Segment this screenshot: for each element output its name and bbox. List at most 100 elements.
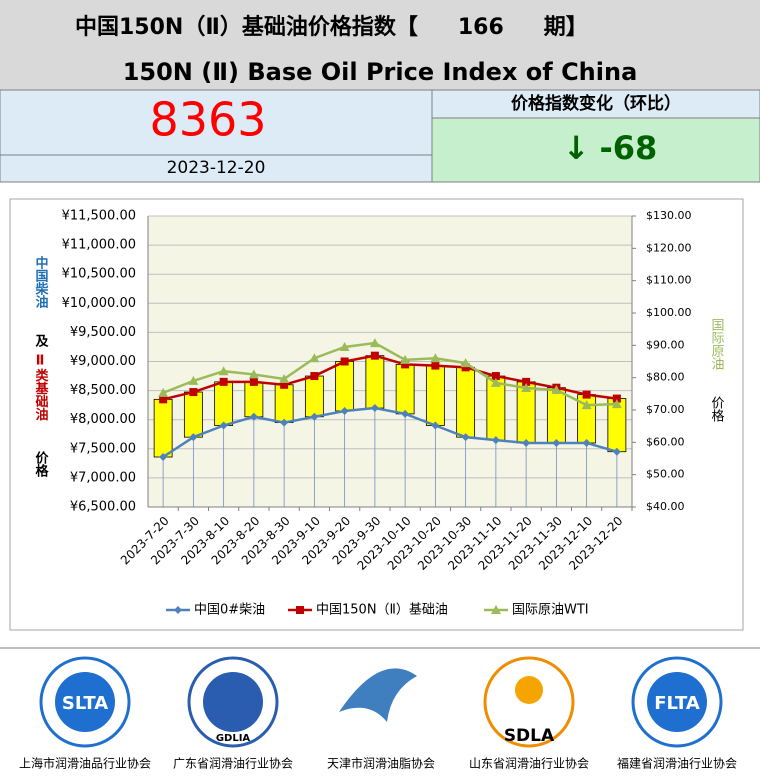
updown-bar <box>244 381 264 418</box>
point <box>490 377 501 387</box>
point <box>340 406 349 415</box>
change-label: 价格指数变化（环比） <box>511 93 681 114</box>
y2-tick-label: $100.00 <box>646 306 692 319</box>
legend-marker <box>296 606 304 614</box>
y-axis-label: 价格 <box>33 451 49 478</box>
point <box>370 404 379 413</box>
point <box>310 412 319 421</box>
point <box>521 383 532 393</box>
updown-bar <box>183 391 203 438</box>
title-en: 150N (Ⅱ) Base Oil Price Index of China <box>123 58 638 86</box>
change-label-box <box>431 89 760 119</box>
updown-bar <box>153 398 173 458</box>
point <box>460 358 471 368</box>
point <box>581 400 592 410</box>
change-arrow: ↓ <box>563 129 590 167</box>
y2-tick-label: $90.00 <box>646 338 685 351</box>
y-axis-label: 及 <box>33 334 49 348</box>
logo-abbr: GDLIA <box>216 733 251 744</box>
point <box>340 357 349 366</box>
legend-label: 国际原油WTI <box>512 603 589 618</box>
y-tick-label: ¥6,500.00 <box>70 500 136 515</box>
y2-tick-label: $130.00 <box>646 209 692 222</box>
point <box>552 438 561 447</box>
updown-bar <box>335 361 355 412</box>
logo-name: 福建省润滑油行业协会 <box>617 756 737 771</box>
index-box <box>0 89 433 156</box>
title-cn: 中国150N（Ⅱ）基础油价格指数【 166 期】 <box>75 14 588 40</box>
y2-tick-label: $80.00 <box>646 371 685 384</box>
updown-bar <box>214 381 234 426</box>
logos: SLTA 上海市润滑油品行业协会 GDLIA 广东省润滑油行业协会 天津市润滑油脂协会 S… <box>19 656 737 771</box>
change-value: ↓ -68 <box>563 129 658 167</box>
point <box>218 366 229 376</box>
y2-tick-label: $120.00 <box>646 241 692 254</box>
y-tick-label: ¥8,000.00 <box>70 412 136 427</box>
updown-bar <box>425 365 445 426</box>
point <box>189 388 198 397</box>
point <box>461 363 470 372</box>
logo-name: 广东省润滑油行业协会 <box>173 756 293 771</box>
logo-inner <box>647 672 707 732</box>
y-tick-label: ¥7,500.00 <box>70 441 136 456</box>
y2-tick-label: $110.00 <box>646 274 692 287</box>
point <box>370 351 379 360</box>
y-axis-label: Ⅱ类基础油 <box>33 354 50 422</box>
logo-abbr: SLTA <box>62 693 108 714</box>
y2-tick-label: $50.00 <box>646 468 685 481</box>
point <box>189 433 198 442</box>
updown-bar <box>365 355 385 409</box>
legend-label: 中国150N（Ⅱ）基础油 <box>316 603 448 618</box>
y-tick-label: ¥9,500.00 <box>70 325 136 340</box>
point <box>310 372 319 381</box>
header-bg <box>0 0 760 90</box>
logo-drop <box>515 676 543 704</box>
point <box>522 438 531 447</box>
legend-marker <box>491 605 501 614</box>
point <box>249 377 258 386</box>
logo-name: 山东省润滑油行业协会 <box>469 756 589 771</box>
y2-tick-label: $40.00 <box>646 500 685 513</box>
point <box>612 394 621 403</box>
updown-bar <box>456 366 476 438</box>
y-tick-label: ¥11,000.00 <box>62 238 136 253</box>
legend-label: 中国0#柴油 <box>194 603 265 618</box>
title-start: 中国150N（Ⅱ）基础油价格指数【 <box>75 14 418 40</box>
logo-inner <box>55 672 115 732</box>
updown-bar <box>395 364 415 415</box>
point <box>401 360 410 369</box>
y-tick-label: ¥10,000.00 <box>62 296 136 311</box>
index-date: 2023-12-20 <box>167 158 266 178</box>
index-value: 8363 <box>149 93 266 147</box>
point <box>369 338 380 348</box>
point <box>611 399 622 409</box>
updown-bar <box>304 375 324 418</box>
updown-bar <box>546 387 566 444</box>
point <box>522 377 531 386</box>
y-axis-label: 中国柴油 <box>33 255 50 309</box>
point <box>461 433 470 442</box>
point <box>279 373 290 383</box>
y-tick-label: ¥10,500.00 <box>62 267 136 282</box>
y-tick-label: ¥11,500.00 <box>62 209 136 224</box>
point <box>339 341 350 351</box>
title-end: 期】 <box>544 15 588 40</box>
point <box>491 372 500 381</box>
y-tick-label: ¥7,000.00 <box>70 470 136 485</box>
logo-name: 上海市润滑油品行业协会 <box>19 756 151 771</box>
logo-abbr: SDLA <box>504 726 555 746</box>
y-tick-label: ¥9,000.00 <box>70 354 136 369</box>
issue: 166 <box>458 15 504 40</box>
point <box>431 421 440 430</box>
point <box>249 412 258 421</box>
point <box>551 384 562 394</box>
y2-tick-label: $70.00 <box>646 403 685 416</box>
point <box>309 353 320 363</box>
series-line <box>162 406 618 459</box>
point <box>219 377 228 386</box>
point <box>280 418 289 427</box>
point <box>248 369 259 379</box>
y2-tick-label: $60.00 <box>646 435 685 448</box>
y2-axis-label: 国际原油 <box>709 318 725 370</box>
